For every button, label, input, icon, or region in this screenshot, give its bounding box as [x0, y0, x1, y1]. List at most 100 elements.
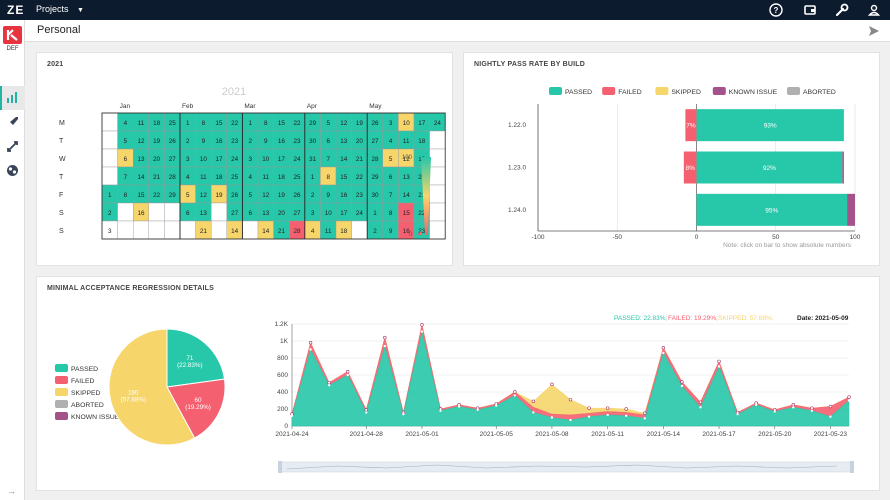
bar-failed[interactable] [685, 109, 697, 142]
area-point-passed[interactable] [625, 414, 628, 417]
send-icon[interactable] [868, 25, 880, 37]
calendar-day-cell[interactable] [164, 202, 181, 222]
area-point[interactable] [346, 369, 350, 374]
area-point-passed[interactable] [643, 417, 646, 420]
area-point-passed[interactable] [550, 416, 554, 419]
area-point[interactable] [605, 406, 610, 410]
bar-known-issue[interactable] [842, 151, 844, 184]
area-point-passed[interactable] [587, 415, 591, 418]
calendar-day-cell[interactable] [351, 220, 368, 240]
bar-passed[interactable] [696, 109, 844, 142]
calendar-day-cell[interactable] [148, 220, 165, 240]
area-point-passed[interactable] [327, 384, 331, 387]
area-point-passed[interactable] [495, 404, 498, 407]
zoom-handle-left[interactable] [278, 461, 282, 473]
help-icon[interactable]: ? [768, 2, 784, 18]
app-logo[interactable]: ZE [7, 3, 25, 17]
pass-rate-legend-item[interactable]: FAILED [602, 87, 642, 96]
area-point-passed[interactable] [699, 406, 702, 409]
projects-menu[interactable]: Projects ▼ [36, 4, 84, 14]
bar-passed[interactable] [696, 151, 843, 184]
sidebar-item-launches-icon[interactable] [4, 114, 21, 131]
area-point[interactable] [847, 395, 851, 399]
area-point-passed[interactable] [773, 410, 776, 413]
calendar-day-cell[interactable] [101, 112, 118, 132]
calendar-day-cell[interactable] [429, 130, 446, 150]
area-point-passed[interactable] [402, 412, 405, 416]
pie-slice-failed[interactable] [166, 378, 226, 439]
area-point[interactable] [624, 407, 628, 411]
pie-slice-skipped[interactable] [108, 328, 196, 446]
sidebar-item-globe-icon[interactable] [4, 162, 21, 179]
area-point[interactable] [364, 408, 368, 412]
pass-rate-legend-item[interactable]: SKIPPED [655, 87, 701, 96]
area-point[interactable] [550, 382, 554, 387]
area-point[interactable] [308, 340, 313, 345]
user-icon[interactable] [866, 2, 882, 18]
calendar-day-cell[interactable] [101, 166, 118, 186]
area-zoom-slider[interactable] [278, 461, 854, 473]
area-point-passed[interactable] [606, 413, 609, 417]
area-series-passed[interactable] [291, 331, 850, 427]
area-point-passed[interactable] [847, 399, 851, 402]
legend-max-handle[interactable] [417, 153, 421, 157]
area-point[interactable] [420, 323, 424, 327]
area-point-passed[interactable] [532, 411, 535, 414]
area-point[interactable] [828, 404, 833, 409]
area-point-passed[interactable] [309, 348, 312, 351]
calendar-day-cell[interactable] [429, 184, 446, 204]
area-point-passed[interactable] [383, 344, 387, 348]
calendar-day-cell[interactable] [101, 130, 118, 150]
calendar-day-cell[interactable] [148, 202, 165, 222]
area-point[interactable] [643, 411, 647, 415]
pie-slice-passed[interactable] [166, 328, 226, 388]
bar-passed[interactable] [696, 193, 848, 226]
pie-legend-item[interactable]: ABORTED [55, 400, 104, 409]
area-point-passed[interactable] [736, 412, 739, 416]
pass-rate-legend-item[interactable]: ABORTED [787, 87, 836, 96]
area-point[interactable] [680, 380, 684, 384]
area-point-passed[interactable] [476, 408, 479, 412]
calendar-day-cell[interactable] [117, 202, 134, 222]
area-point[interactable] [513, 390, 517, 394]
calendar-day-cell[interactable] [210, 202, 227, 222]
calendar-day-cell[interactable] [429, 220, 446, 240]
area-point[interactable] [587, 406, 591, 410]
area-point-passed[interactable] [513, 394, 516, 397]
bar-known-issue[interactable] [847, 193, 855, 226]
area-point[interactable] [810, 406, 814, 410]
area-point-passed[interactable] [754, 403, 758, 406]
expand-sidebar-icon[interactable]: → [7, 486, 16, 496]
sidebar-item-dashboard-icon[interactable] [4, 89, 21, 106]
bar-failed[interactable] [683, 151, 697, 184]
area-point-passed[interactable] [420, 330, 424, 333]
area-point-passed[interactable] [680, 384, 684, 388]
pie-legend-item[interactable]: KNOWN ISSUE [55, 412, 120, 421]
calendar-day-cell[interactable] [164, 220, 181, 240]
wrench-icon[interactable] [834, 2, 850, 18]
area-point[interactable] [383, 335, 387, 340]
legend-min-handle[interactable] [417, 231, 421, 235]
area-point[interactable] [327, 380, 331, 385]
area-point[interactable] [717, 359, 721, 364]
area-point[interactable] [568, 397, 573, 402]
pie-legend-item[interactable]: PASSED [55, 364, 98, 373]
project-badge[interactable] [3, 26, 22, 44]
wallet-icon[interactable] [802, 2, 818, 18]
area-point-passed[interactable] [569, 418, 572, 422]
pie-legend-item[interactable]: SKIPPED [55, 388, 101, 397]
calendar-day-cell[interactable] [101, 148, 118, 168]
area-point-passed[interactable] [365, 411, 368, 414]
area-point-passed[interactable] [290, 414, 294, 417]
calendar-day-cell[interactable] [429, 148, 446, 168]
pass-rate-legend-item[interactable]: PASSED [549, 87, 592, 96]
calendar-day-cell[interactable] [429, 166, 446, 186]
calendar-day-cell[interactable] [117, 220, 134, 240]
area-point[interactable] [791, 403, 795, 407]
area-point[interactable] [661, 346, 666, 350]
pass-rate-legend-item[interactable]: KNOWN ISSUE [712, 87, 778, 96]
pie-legend-item[interactable]: FAILED [55, 376, 95, 385]
area-point[interactable] [698, 400, 703, 404]
area-point-passed[interactable] [346, 373, 349, 377]
area-point-passed[interactable] [792, 406, 795, 409]
